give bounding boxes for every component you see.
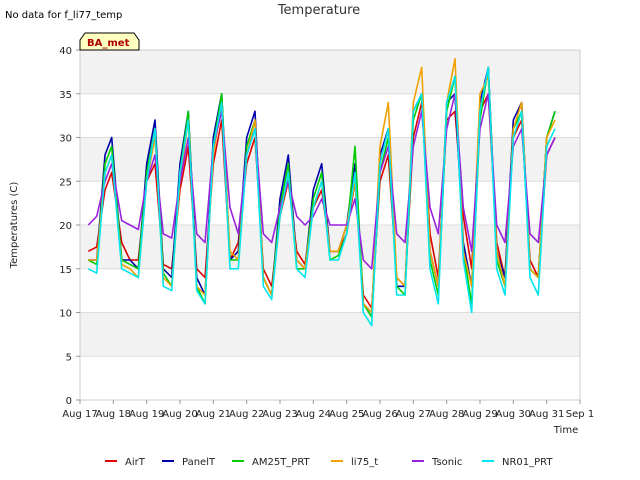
badge-label: BA_met [87,38,130,49]
legend-label: li75_t [351,457,378,468]
x-axis-label: Time [553,425,578,436]
x-tick-label: Aug 30 [496,409,531,420]
y-tick-label: 20 [59,221,72,232]
x-tick-label: Aug 21 [196,409,231,420]
legend-item: AirT [105,457,146,468]
plot-band [80,50,580,94]
legend-item: Tsonic [412,457,462,468]
x-tick-label: Sep 1 [566,409,594,420]
legend-item: li75_t [331,457,378,468]
legend-item: PanelT [162,457,216,468]
legend-label: AirT [125,457,146,468]
x-tick-label: Aug 18 [96,409,131,420]
x-tick-label: Aug 28 [429,409,464,420]
y-tick-label: 5 [66,352,72,363]
legend-label: Tsonic [431,457,462,468]
ba-met-badge: BA_met [79,32,140,51]
x-tick-label: Aug 20 [162,409,197,420]
x-tick-label: Aug 26 [362,409,397,420]
legend-item: AM25T_PRT [232,457,311,468]
x-tick-label: Aug 27 [396,409,431,420]
plot-band [80,312,580,357]
legend: AirT PanelT AM25T_PRT li75_t Tsonic NR01_PRT [105,457,553,468]
x-tick-label: Aug 25 [329,409,364,420]
x-tick-label: Aug 17 [62,409,97,420]
chart-title: Temperature [277,3,360,18]
legend-label: PanelT [182,457,216,468]
no-data-note: No data for f_li77_temp [5,10,122,21]
y-tick-label: 15 [59,265,72,276]
x-tick-label: Aug 31 [529,409,564,420]
plot-band [80,137,580,182]
series-lines [87,57,556,327]
x-tick-label: Aug 19 [129,409,164,420]
badge-shape [79,32,140,51]
x-tick-label: Aug 23 [262,409,297,420]
y-axis-label: Temperatures (C) [9,182,20,270]
y-axis: 0 5 10 15 20 25 30 35 40 [59,46,80,407]
x-tick-label: Aug 29 [462,409,497,420]
series-line-nr01-prt [87,66,556,327]
x-tick-label: Aug 24 [296,409,331,420]
y-tick-label: 40 [59,46,72,57]
y-tick-label: 30 [59,134,72,145]
legend-item: NR01_PRT [482,457,553,468]
y-tick-label: 0 [66,396,72,407]
y-tick-label: 25 [59,177,72,188]
y-tick-label: 10 [59,309,72,320]
legend-label: AM25T_PRT [252,457,311,468]
x-tick-label: Aug 22 [229,409,264,420]
y-tick-label: 35 [59,90,72,101]
legend-label: NR01_PRT [502,457,553,468]
